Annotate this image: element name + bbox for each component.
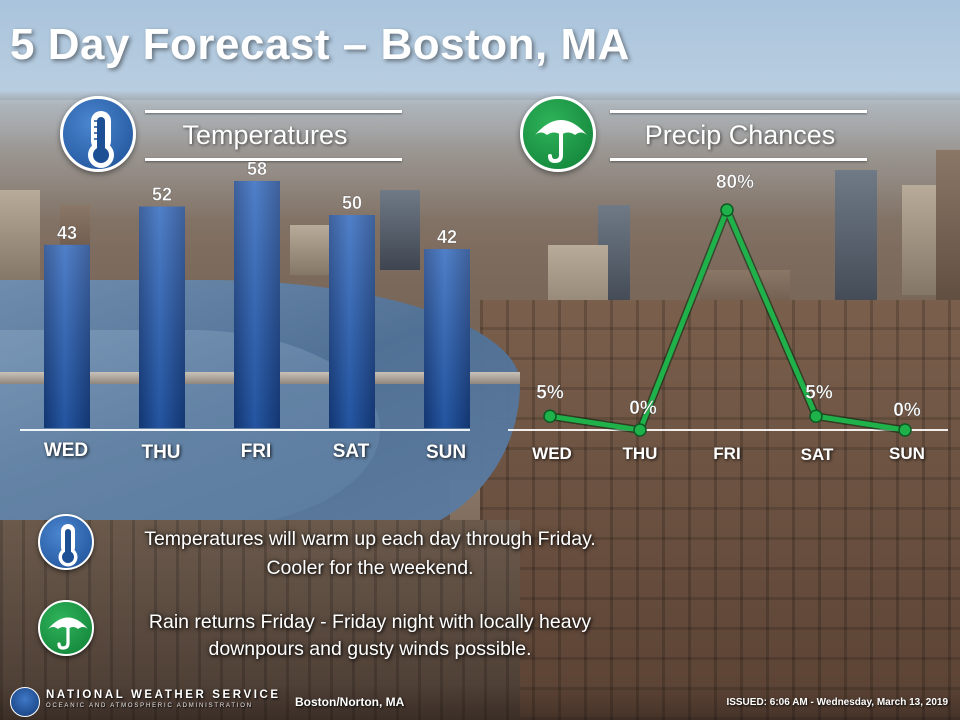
temperature-value-label: 43 <box>57 223 77 243</box>
precip-point-fri <box>720 203 734 217</box>
temperature-value-label: 50 <box>342 193 362 213</box>
precip-line-shadow <box>549 206 906 434</box>
umbrella-icon <box>38 600 94 656</box>
temp-axis-label-fri: FRI <box>240 441 272 462</box>
precip-point-wed <box>543 409 557 423</box>
agency-name: NATIONAL WEATHER SERVICE <box>46 689 281 701</box>
temperature-value-label: 52 <box>152 184 172 204</box>
temperature-bar-shade <box>424 249 470 428</box>
precip-value-label: 0% <box>893 400 921 421</box>
thermometer-icon <box>38 514 94 570</box>
temperature-note-line-1: Temperatures will warm up each day throu… <box>144 528 596 550</box>
rain-note-line-1: Rain returns Friday - Friday night with … <box>148 611 592 633</box>
temperature-bar-shade <box>329 215 375 428</box>
temperature-bar-shade <box>139 206 185 428</box>
precip-value-label: 0% <box>629 398 657 419</box>
thermometer-icon <box>60 96 136 172</box>
precip-point-thu <box>633 423 647 437</box>
issued-timestamp: ISSUED: 6:06 AM - Wednesday, March 13, 2… <box>726 697 948 708</box>
temperature-note-line-2: Cooler for the weekend. <box>266 557 474 579</box>
precip-axis-label-sat: SAT <box>800 445 834 464</box>
precip-axis-label-thu: THU <box>622 444 658 463</box>
precip-value-label: 5% <box>805 382 833 403</box>
temp-axis-label-thu: THU <box>141 442 181 463</box>
umbrella-icon <box>520 96 596 172</box>
agency-subtitle: OCEANIC AND ATMOSPHERIC ADMINISTRATION <box>46 703 253 709</box>
temp-axis-label-sat: SAT <box>332 441 370 462</box>
precip-series-line <box>549 207 906 433</box>
temperature-value-label: 42 <box>437 227 457 247</box>
footer-bar <box>0 684 960 720</box>
temperatures-rule-top <box>145 110 402 113</box>
precip-axis-label-fri: FRI <box>713 444 741 463</box>
precip-value-label: 80% <box>716 172 754 193</box>
precip-point-sun <box>898 423 912 437</box>
precip-axis-line <box>508 429 948 431</box>
forecast-office: Boston/Norton, MA <box>295 695 405 709</box>
precip-axis-label-wed: WED <box>532 444 572 463</box>
precip-heading: Precip Chances <box>644 120 836 150</box>
page-title: 5 Day Forecast – Boston, MA <box>10 20 630 69</box>
precip-value-label: 5% <box>536 382 564 403</box>
temperature-value-label: 58 <box>247 159 267 179</box>
temperatures-rule-bottom <box>145 158 402 161</box>
precip-rule-top <box>610 110 867 113</box>
temperature-bar-shade <box>44 244 90 428</box>
precip-axis-label-sun: SUN <box>889 444 925 463</box>
temperature-bar-shade <box>234 180 280 428</box>
noaa-logo-icon <box>10 687 40 717</box>
temperature-axis-line <box>20 429 470 431</box>
temp-axis-label-sun: SUN <box>425 442 467 463</box>
temp-axis-label-wed: WED <box>43 440 89 461</box>
rain-note-line-2: downpours and gusty winds possible. <box>208 638 532 660</box>
precip-rule-bottom <box>610 158 867 161</box>
temperatures-heading: Temperatures <box>182 120 348 150</box>
precip-point-sat <box>809 409 823 423</box>
